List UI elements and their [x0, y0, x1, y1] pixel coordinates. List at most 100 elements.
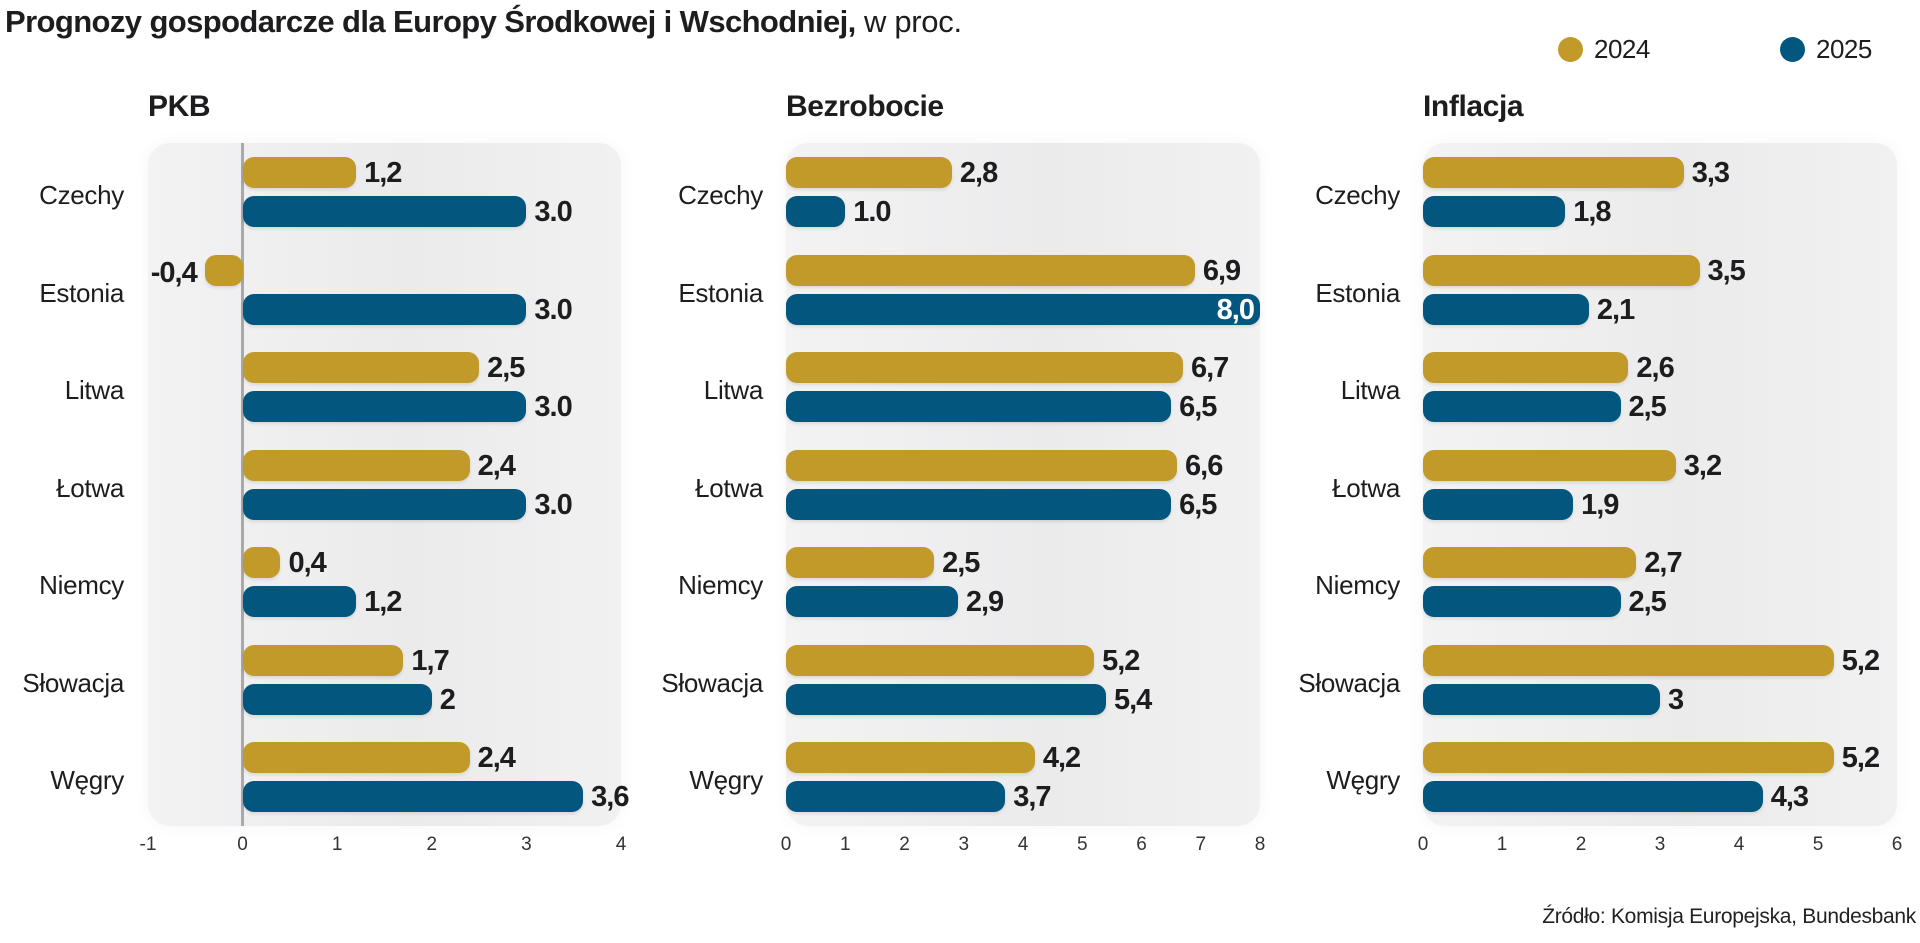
axis-tick-label: 1: [331, 834, 343, 855]
value-label-2025: 2: [439, 683, 456, 716]
category-label: Węgry: [50, 765, 124, 795]
bar-2024: [786, 157, 952, 188]
value-label-2024: 1,2: [364, 157, 402, 189]
bar-2024: [242, 742, 470, 773]
value-label-2024: 2,4: [477, 742, 516, 774]
bar-2024: [786, 352, 1183, 383]
value-label-2024: 6,9: [1202, 254, 1241, 287]
value-label-2025: 2,9: [965, 586, 1004, 618]
bar-2025: [786, 391, 1172, 422]
value-label-2025: 3.0: [534, 488, 572, 521]
axis-tick-label: 5: [1812, 834, 1824, 855]
value-label-2024: 2,4: [477, 449, 516, 482]
bar-2024: [1423, 254, 1700, 286]
value-label-2024: 2,7: [1644, 547, 1682, 579]
category-label: Niemcy: [39, 570, 124, 600]
chart-title-main: Prognozy gospodarcze dla Europy Środkowe…: [5, 4, 856, 39]
value-label-2025: 6,5: [1179, 488, 1217, 521]
category-label: Litwa: [703, 375, 764, 405]
legend-item-2024: 2024: [1558, 33, 1650, 65]
bar-2024: [242, 157, 357, 188]
axis-tick-label: 3: [521, 834, 532, 855]
bar-2024: [1423, 742, 1834, 773]
value-label-2025: 3.0: [534, 391, 572, 423]
value-label-2024: 6,6: [1185, 449, 1223, 482]
axis-tick-label: 3: [1654, 834, 1666, 855]
category-label: Niemcy: [1315, 570, 1400, 600]
bar-2024: [1423, 547, 1637, 578]
category-label: Łotwa: [695, 472, 763, 503]
category-label: Łotwa: [56, 472, 124, 503]
bar-2025: [1423, 586, 1621, 617]
bar-2025: [242, 683, 432, 715]
value-label-2025: 3,6: [591, 781, 629, 813]
axis-tick-label: 0: [237, 834, 248, 855]
category-label: Litwa: [1340, 375, 1401, 405]
axis-tick-label: 6: [1136, 834, 1147, 855]
panel-title-inflacja: Inflacja: [1423, 90, 1524, 123]
panel-title-bezrobocie: Bezrobocie: [786, 90, 944, 123]
category-label: Litwa: [64, 375, 125, 405]
value-label-2025: 2,5: [1628, 391, 1667, 423]
panel-title-pkb: PKB: [148, 90, 211, 123]
axis-tick-label: -1: [139, 834, 157, 855]
bar-2025: [1423, 781, 1763, 812]
axis-tick-label: 5: [1076, 834, 1088, 855]
legend-dot-2024-icon: [1558, 36, 1583, 62]
value-label-2025: 3: [1668, 683, 1684, 716]
bar-2025: [786, 293, 1260, 325]
axis-tick-label: 4: [1017, 834, 1029, 855]
legend-dot-2025-icon: [1780, 36, 1805, 62]
value-label-2024: 2,8: [959, 157, 998, 189]
chart-title-unit: w proc.: [855, 4, 962, 39]
legend-label-2025: 2025: [1816, 33, 1872, 64]
source-note: Źródło: Komisja Europejska, Bundesbank: [1542, 905, 1916, 928]
bar-2025: [1423, 391, 1621, 422]
axis-tick-label: 2: [426, 834, 438, 855]
category-label: Słowacja: [22, 667, 124, 698]
bar-2025: [786, 683, 1106, 715]
bar-2024: [242, 547, 281, 578]
axis-tick-label: 7: [1195, 834, 1207, 855]
panel-background-pkb: [148, 143, 621, 826]
bar-2024: [1423, 157, 1684, 188]
category-label: Estonia: [678, 277, 763, 308]
panel-background-inflacja: [1423, 143, 1897, 826]
axis-tick-label: 1: [839, 834, 851, 855]
value-label-2025: 4,3: [1770, 781, 1809, 813]
bar-2024: [786, 254, 1195, 286]
value-label-2025: 1,2: [364, 586, 402, 618]
value-label-2024: -0,4: [150, 256, 198, 289]
value-label-2024: 3,5: [1707, 254, 1746, 287]
value-label-2024: 0,4: [288, 547, 326, 579]
bar-2024: [786, 449, 1178, 481]
category-label: Łotwa: [1332, 472, 1400, 503]
value-label-2024: 6,7: [1190, 352, 1229, 384]
category-label: Węgry: [1326, 765, 1400, 795]
value-label-2024: 3,3: [1691, 157, 1730, 189]
axis-tick-label: 6: [1891, 834, 1903, 855]
value-label-2025: 1,8: [1573, 196, 1611, 228]
category-label: Słowacja: [1298, 667, 1400, 698]
value-label-2025: 3.0: [534, 293, 572, 326]
bar-2024: [1423, 352, 1629, 383]
bar-2025: [1423, 683, 1660, 715]
value-label-2024: 3,2: [1683, 449, 1722, 482]
bar-2025: [1423, 293, 1589, 325]
bar-2025: [242, 488, 527, 520]
zero-line-pkb: [241, 143, 245, 826]
bar-2024: [242, 449, 470, 481]
category-label: Węgry: [689, 765, 763, 795]
axis-tick-label: 2: [899, 834, 910, 855]
axis-tick-label: 4: [1733, 834, 1745, 855]
bar-2024: [786, 547, 935, 578]
category-label: Czechy: [39, 180, 124, 210]
bar-2025: [786, 488, 1172, 520]
bar-2025: [242, 293, 527, 325]
value-label-2025: 3,7: [1013, 781, 1051, 813]
legend-item-2025: 2025: [1780, 33, 1872, 65]
value-label-2025: 2,1: [1596, 293, 1635, 326]
category-label: Czechy: [678, 180, 763, 210]
chart-title: Prognozy gospodarcze dla Europy Środkowe…: [5, 4, 962, 40]
value-label-2025: 2,5: [1628, 586, 1667, 618]
